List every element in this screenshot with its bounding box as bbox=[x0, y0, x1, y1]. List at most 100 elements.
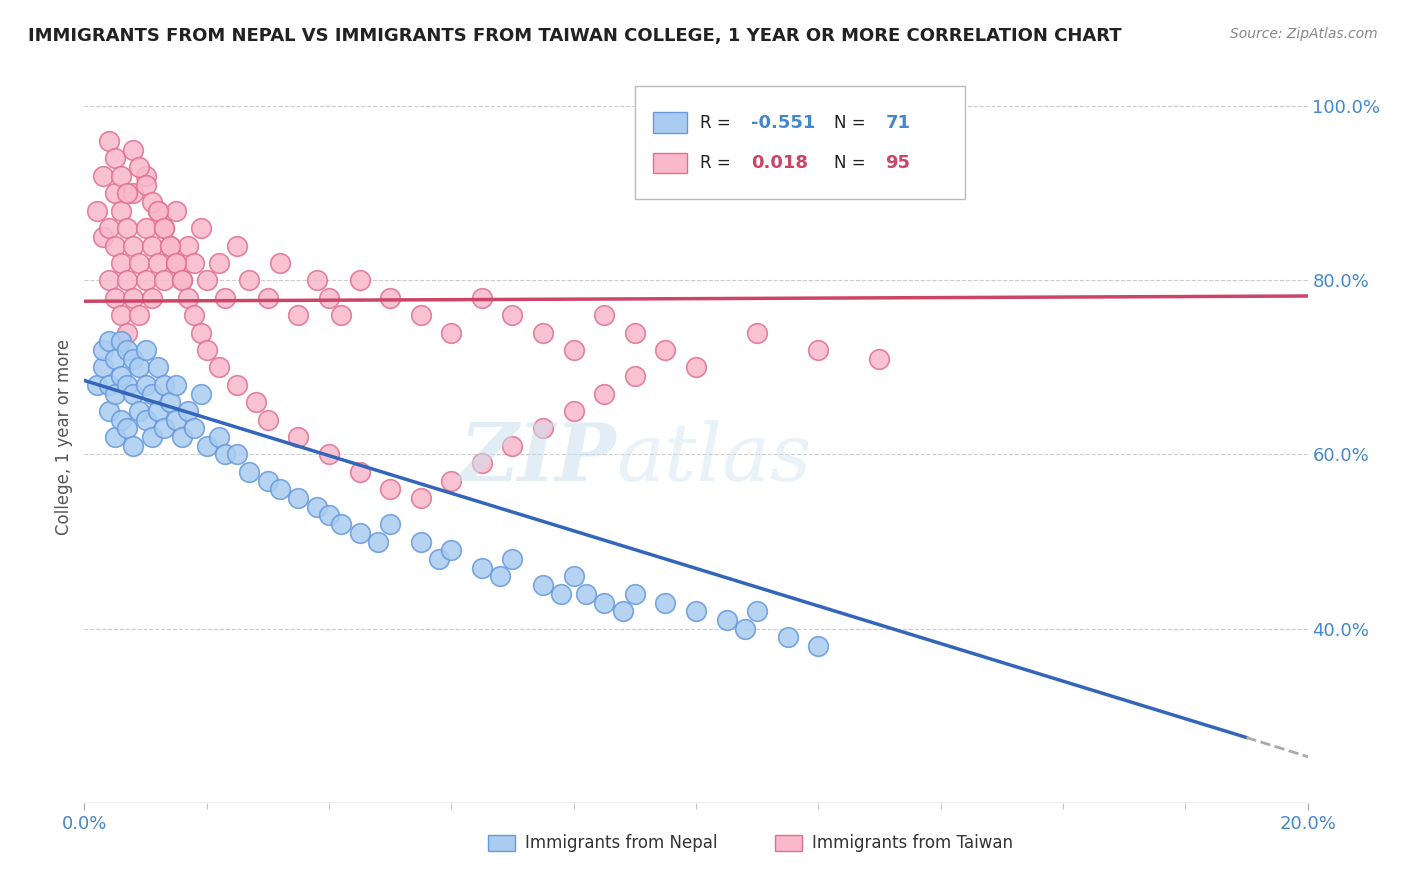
Point bbox=[257, 291, 280, 305]
Point bbox=[409, 308, 432, 322]
Point bbox=[91, 229, 114, 244]
Point bbox=[502, 308, 524, 322]
Point bbox=[146, 404, 169, 418]
Point bbox=[172, 430, 194, 444]
Text: 0.018: 0.018 bbox=[751, 153, 808, 172]
Point bbox=[226, 238, 249, 252]
Point bbox=[208, 430, 231, 444]
Point bbox=[440, 543, 463, 558]
Point bbox=[135, 169, 157, 183]
Point bbox=[104, 291, 127, 305]
Point bbox=[122, 351, 145, 366]
Point bbox=[104, 152, 127, 166]
Point bbox=[97, 134, 120, 148]
Point bbox=[593, 308, 616, 322]
Point bbox=[110, 256, 132, 270]
Point bbox=[141, 386, 163, 401]
Point bbox=[257, 474, 280, 488]
FancyBboxPatch shape bbox=[776, 835, 803, 851]
Point bbox=[190, 221, 212, 235]
Point bbox=[135, 273, 157, 287]
Point bbox=[238, 465, 260, 479]
Point bbox=[287, 491, 309, 505]
Point bbox=[153, 273, 176, 287]
Point bbox=[654, 343, 676, 357]
Point bbox=[146, 256, 169, 270]
Point bbox=[115, 326, 138, 340]
Point bbox=[86, 203, 108, 218]
Point bbox=[91, 343, 114, 357]
Point bbox=[624, 587, 647, 601]
Point bbox=[159, 395, 181, 409]
Point bbox=[562, 569, 585, 583]
Point bbox=[330, 308, 353, 322]
Point bbox=[104, 238, 127, 252]
Point bbox=[104, 351, 127, 366]
Point bbox=[159, 238, 181, 252]
Point bbox=[807, 343, 830, 357]
Text: R =: R = bbox=[700, 113, 735, 131]
Point bbox=[593, 595, 616, 609]
Point bbox=[531, 578, 554, 592]
Point bbox=[734, 622, 756, 636]
Point bbox=[115, 186, 138, 201]
Point bbox=[146, 203, 169, 218]
Point bbox=[593, 386, 616, 401]
Text: N =: N = bbox=[834, 113, 872, 131]
Point bbox=[531, 326, 554, 340]
Point bbox=[146, 360, 169, 375]
Point bbox=[141, 291, 163, 305]
Point bbox=[110, 169, 132, 183]
Point bbox=[238, 273, 260, 287]
Point bbox=[146, 203, 169, 218]
Point bbox=[128, 404, 150, 418]
Y-axis label: College, 1 year or more: College, 1 year or more bbox=[55, 339, 73, 535]
Point bbox=[624, 369, 647, 384]
Point bbox=[330, 517, 353, 532]
Point bbox=[153, 221, 176, 235]
Text: -0.551: -0.551 bbox=[751, 113, 815, 131]
Point bbox=[531, 421, 554, 435]
Point bbox=[165, 203, 187, 218]
Point bbox=[502, 439, 524, 453]
Point bbox=[115, 221, 138, 235]
Point bbox=[685, 604, 707, 618]
Point bbox=[427, 552, 450, 566]
Point bbox=[135, 221, 157, 235]
Point bbox=[575, 587, 598, 601]
Point bbox=[349, 465, 371, 479]
Point bbox=[135, 178, 157, 192]
Point bbox=[195, 439, 218, 453]
Point bbox=[177, 238, 200, 252]
Point bbox=[502, 552, 524, 566]
Point bbox=[562, 343, 585, 357]
Point bbox=[269, 256, 291, 270]
Point bbox=[349, 273, 371, 287]
Point bbox=[141, 430, 163, 444]
Point bbox=[177, 291, 200, 305]
Point bbox=[110, 369, 132, 384]
Point bbox=[214, 291, 236, 305]
Point bbox=[183, 256, 205, 270]
Point bbox=[550, 587, 572, 601]
Point bbox=[128, 308, 150, 322]
Point bbox=[245, 395, 267, 409]
Point bbox=[153, 421, 176, 435]
Text: 95: 95 bbox=[886, 153, 911, 172]
Point bbox=[287, 430, 309, 444]
Point bbox=[195, 273, 218, 287]
Point bbox=[440, 326, 463, 340]
Point bbox=[165, 377, 187, 392]
Point bbox=[97, 404, 120, 418]
Point bbox=[91, 169, 114, 183]
Point bbox=[97, 221, 120, 235]
Point bbox=[122, 143, 145, 157]
Point bbox=[367, 534, 389, 549]
Point bbox=[318, 448, 340, 462]
Point bbox=[97, 334, 120, 349]
Point bbox=[110, 308, 132, 322]
Point bbox=[287, 308, 309, 322]
Point bbox=[115, 377, 138, 392]
Point bbox=[612, 604, 634, 618]
Point bbox=[128, 160, 150, 174]
